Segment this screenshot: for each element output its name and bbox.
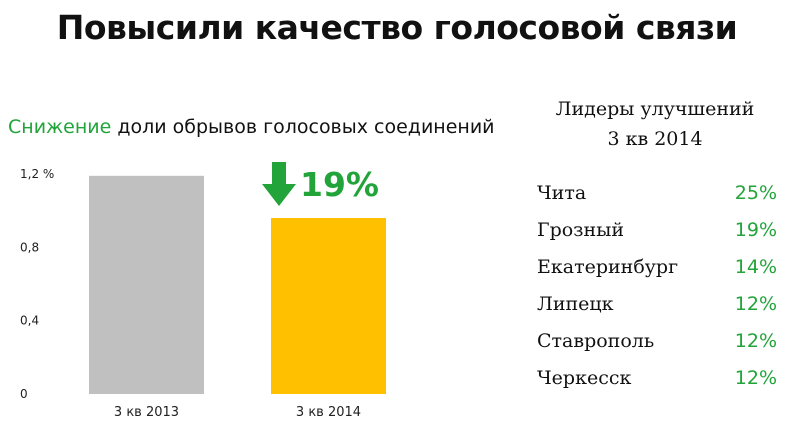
subtitle-rest: доли обрывов голосовых соединений	[117, 116, 495, 138]
y-tick-label: 0,8	[20, 240, 39, 254]
leader-city: Екатеринбург	[537, 255, 679, 278]
leaders-list: Чита 25% Грозный 19% Екатеринбург 14% Липецк 12…	[537, 174, 777, 396]
leader-value: 12%	[734, 292, 777, 315]
category-label: 3 кв 2014	[296, 405, 361, 420]
y-tick-label: 0,4	[20, 314, 39, 328]
subtitle-highlight: Снижение	[8, 116, 112, 138]
leader-city: Черкесск	[537, 366, 632, 389]
leader-city: Ставрополь	[537, 329, 655, 352]
leader-value: 14%	[734, 255, 777, 278]
leader-value: 19%	[734, 218, 777, 241]
leader-row: Екатеринбург 14%	[537, 248, 777, 285]
leader-row: Липецк 12%	[537, 285, 777, 322]
y-tick-label: 1,2 %	[20, 167, 54, 181]
bar-2	[271, 218, 386, 394]
delta-indicator: 19%	[262, 161, 379, 207]
leader-row: Черкесск 12%	[537, 359, 777, 396]
category-label: 3 кв 2013	[114, 405, 179, 420]
leader-row: Ставрополь 12%	[537, 322, 777, 359]
leader-value: 12%	[734, 329, 777, 352]
leader-row: Чита 25%	[537, 174, 777, 211]
bar-1	[89, 175, 204, 394]
leader-row: Грозный 19%	[537, 211, 777, 248]
leaders-title-line1: Лидеры улучшений	[555, 98, 755, 120]
leader-value: 25%	[734, 181, 777, 204]
leader-value: 12%	[734, 366, 777, 389]
leaders-title: Лидеры улучшений 3 кв 2014	[520, 94, 790, 154]
leader-city: Липецк	[537, 292, 614, 315]
y-tick-label: 0	[20, 387, 28, 401]
leaders-title-line2: 3 кв 2014	[607, 128, 703, 150]
chart-subtitle: Снижение доли обрывов голосовых соединен…	[8, 116, 495, 138]
leader-city: Грозный	[537, 218, 624, 241]
bar-chart: 0 0,4 0,8 1,2 % 3 кв 2013 3 кв 2014	[20, 167, 386, 420]
down-arrow-icon	[262, 162, 296, 206]
leader-city: Чита	[537, 181, 587, 204]
delta-value: 19%	[300, 164, 379, 204]
page-title: Повысили качество голосовой связи	[56, 8, 738, 47]
